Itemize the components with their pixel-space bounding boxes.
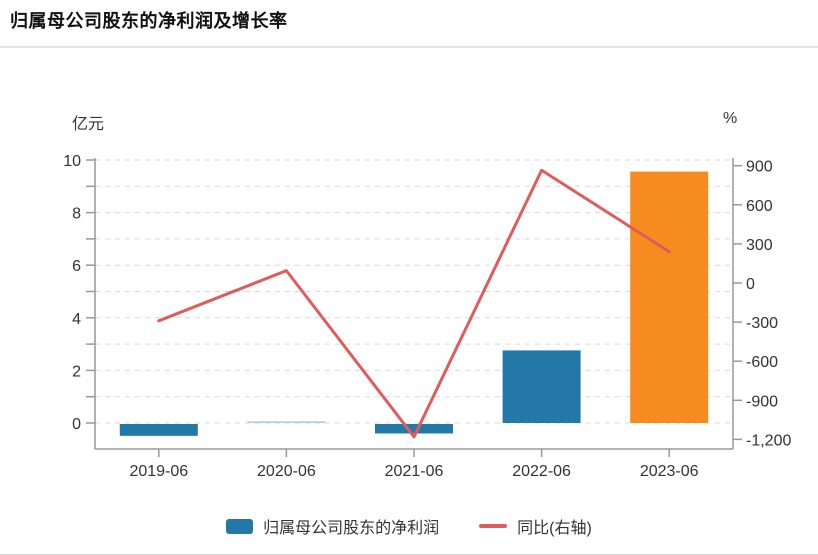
x-axis-tick-label: 2020-06: [257, 463, 316, 480]
bar-2022-06[interactable]: [502, 350, 581, 423]
title-divider: [0, 46, 818, 48]
legend: 归属母公司股东的净利润 同比(右轴): [0, 508, 818, 544]
right-axis-tick-label: -900: [746, 393, 778, 410]
x-axis-tick-label: 2022-06: [512, 463, 571, 480]
right-axis-tick-label: 300: [746, 237, 773, 254]
right-axis-tick-label: -600: [746, 354, 778, 371]
left-axis-tick-label: 6: [72, 258, 81, 275]
right-axis-tick-label: 900: [746, 159, 773, 176]
bar-2021-06[interactable]: [375, 424, 453, 434]
legend-item-net-profit[interactable]: 归属母公司股东的净利润: [226, 514, 439, 538]
chart-title: 归属母公司股东的净利润及增长率: [10, 11, 288, 31]
x-axis-tick-label: 2023-06: [640, 463, 699, 480]
line-legend-swatch-icon: [479, 524, 508, 528]
bar-legend-swatch-icon: [226, 518, 254, 534]
left-axis-tick-label: 0: [72, 416, 81, 433]
line-legend-label: 同比(右轴): [517, 520, 592, 537]
bar-legend-label: 归属母公司股东的净利润: [263, 520, 440, 537]
left-axis-tick-label: 2: [72, 363, 81, 380]
right-axis-tick-label: 0: [746, 276, 755, 293]
x-axis-tick-label: 2019-06: [129, 463, 188, 480]
yoy-line[interactable]: [157, 168, 671, 439]
right-axis-tick-label: -1,200: [746, 432, 791, 449]
right-axis-tick-label: 600: [746, 198, 773, 215]
left-axis-tick-label: 8: [72, 206, 81, 223]
left-axis-tick-label: 10: [63, 153, 81, 170]
legend-item-yoy[interactable]: 同比(右轴): [479, 514, 592, 538]
left-axis-tick-label: 4: [72, 311, 81, 328]
x-axis-tick-label: 2021-06: [385, 463, 444, 480]
right-axis-unit-label: %: [723, 110, 738, 127]
bar-2020-06[interactable]: [247, 421, 326, 423]
right-axis-tick-label: -300: [746, 315, 778, 332]
left-axis-unit-label: 亿元: [72, 116, 105, 133]
plot-area: 0 2 4 6 8 10 900 600 300 0 -300 -600 -900 -1,200 2019-…: [63, 153, 791, 480]
bar-2023-06[interactable]: [630, 171, 709, 423]
bar-2019-06[interactable]: [119, 424, 198, 436]
